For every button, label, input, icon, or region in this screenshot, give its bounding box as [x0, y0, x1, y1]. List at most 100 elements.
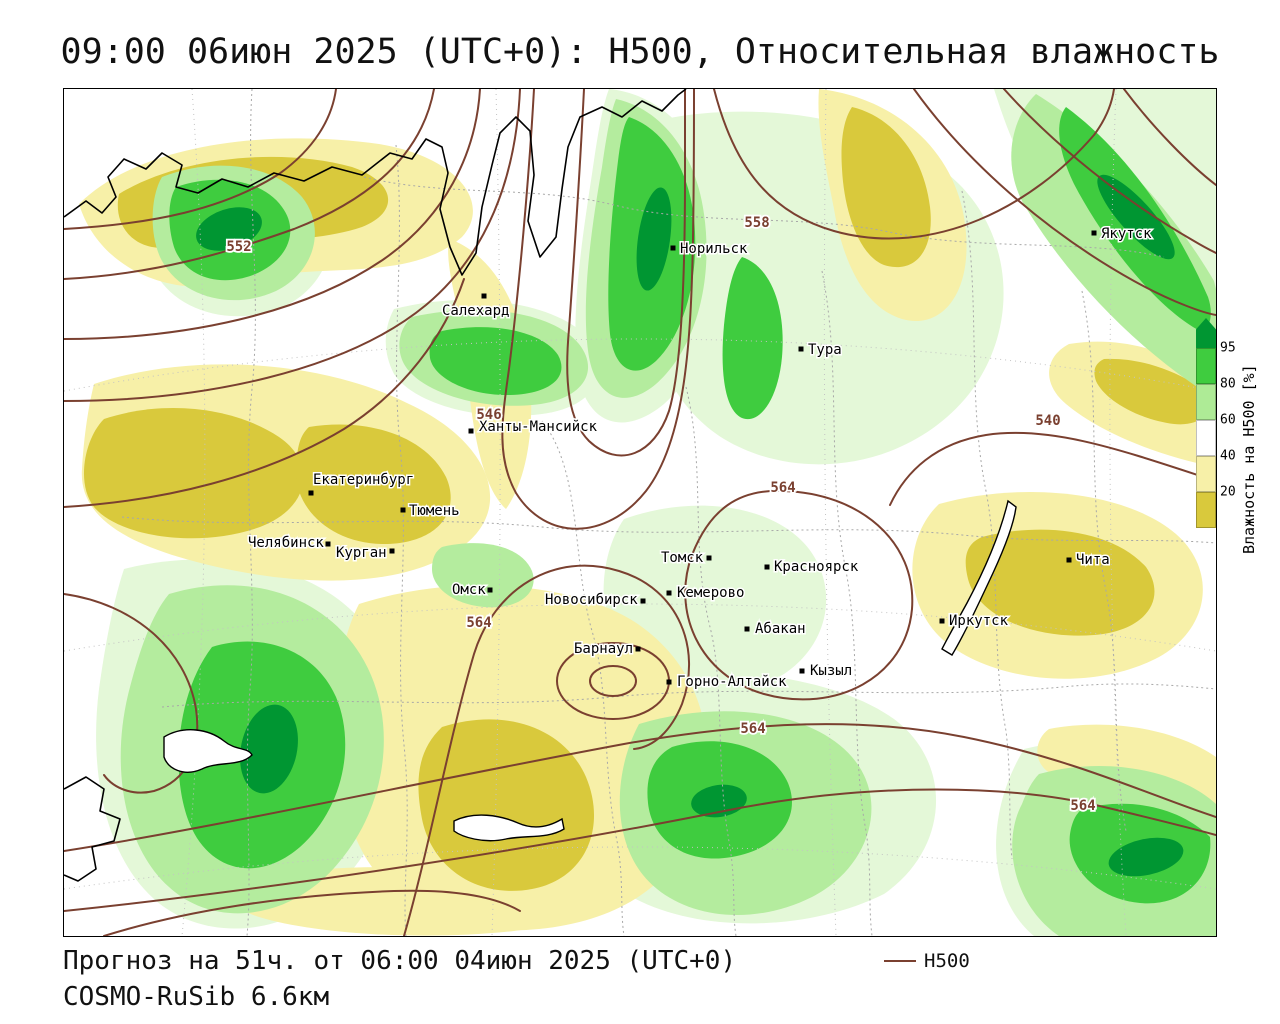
- city-dot: [1066, 557, 1072, 563]
- city-label: Тура: [808, 342, 842, 358]
- coastline-layer: [64, 89, 1017, 882]
- contour-label: 558: [744, 215, 769, 231]
- model-text: COSMO-RuSib 6.6км: [63, 982, 330, 1012]
- city: Курган: [335, 544, 395, 563]
- city-label: Барнаул: [574, 641, 633, 657]
- city-dot: [666, 679, 672, 685]
- city: Новосибирск: [544, 591, 646, 610]
- cities-layer: Норильск Якутск Салехард Тура Ханты-Мансийск…: [247, 225, 1154, 692]
- city-label: Омск: [452, 582, 486, 598]
- city-dot: [635, 646, 641, 652]
- city: Кызыл: [799, 662, 854, 681]
- city: Омск: [451, 581, 493, 600]
- city: Челябинск: [247, 534, 331, 553]
- city-dot: [481, 293, 487, 299]
- city-dot: [799, 668, 805, 674]
- contour-labels-layer: 552 558 546 540 564 564 564 564: [225, 213, 1098, 816]
- city-label: Курган: [336, 545, 387, 561]
- city: Ханты-Мансийск: [468, 418, 599, 437]
- graticule-layer: [64, 89, 1216, 936]
- colorbar-band: [1196, 384, 1216, 420]
- legend-label: H500: [924, 950, 970, 972]
- city: Чита: [1066, 551, 1111, 570]
- city-label: Абакан: [755, 621, 806, 637]
- city-label: Красноярск: [774, 559, 859, 575]
- city-label: Иркутск: [949, 613, 1009, 629]
- city-dot: [487, 587, 493, 593]
- contour-label: 552: [226, 239, 251, 255]
- city: Иркутск: [939, 612, 1010, 631]
- city-dot: [468, 428, 474, 434]
- city: Кемерово: [666, 584, 746, 603]
- colorbar-bands: [1196, 318, 1216, 528]
- lake-baikal: [941, 499, 1017, 656]
- weather-map-svg: Норильск Якутск Салехард Тура Ханты-Мансийск…: [64, 89, 1216, 936]
- contour-label: 564: [740, 721, 765, 737]
- colorbar-band: [1196, 348, 1216, 384]
- city-dot: [666, 590, 672, 596]
- colorbar: [1196, 318, 1216, 528]
- colorbar-tick: 80: [1220, 376, 1236, 392]
- contour-label: 564: [466, 615, 491, 631]
- city-dot: [798, 346, 804, 352]
- city: Екатеринбург: [308, 471, 416, 496]
- colorbar-band: [1196, 492, 1216, 528]
- city-label: Томск: [661, 550, 704, 566]
- city: Горно-Алтайск: [666, 673, 789, 692]
- colorbar-tick: 20: [1220, 484, 1236, 500]
- colorbar-band: [1196, 420, 1216, 456]
- city: Тюмень: [400, 502, 461, 521]
- colorbar-tick: 95: [1220, 340, 1236, 356]
- city-dot: [389, 548, 395, 554]
- city-dot: [1091, 230, 1097, 236]
- city-label: Екатеринбург: [313, 472, 414, 488]
- city-label: Чита: [1076, 552, 1110, 568]
- contour-label: 564: [1070, 798, 1095, 814]
- city-dot: [325, 541, 331, 547]
- city: Барнаул: [573, 640, 641, 659]
- city-dot: [744, 626, 750, 632]
- city-label: Ханты-Мансийск: [479, 419, 598, 435]
- city-dot: [308, 490, 314, 496]
- city-label: Челябинск: [248, 535, 324, 551]
- colorbar-band: [1196, 318, 1216, 348]
- city-label: Кемерово: [677, 585, 744, 601]
- colorbar-ticks: 95 80 60 40 20: [1220, 318, 1248, 532]
- city-label: Новосибирск: [545, 592, 638, 608]
- humidity-fill-layer: [79, 89, 1216, 936]
- city: Красноярск: [764, 558, 860, 577]
- city: Норильск: [670, 240, 750, 259]
- city: Тура: [798, 341, 843, 360]
- city-dot: [939, 618, 945, 624]
- city: Абакан: [744, 620, 807, 639]
- city: Салехард: [441, 293, 511, 321]
- city-label: Кызыл: [810, 663, 852, 679]
- city-label: Норильск: [680, 241, 748, 257]
- colorbar-title: Влажность на H500 [%]: [1240, 364, 1258, 554]
- city: Томск: [660, 549, 712, 568]
- contour-label: 540: [1035, 413, 1060, 429]
- city-dot: [400, 507, 406, 513]
- city-label: Тюмень: [409, 503, 460, 519]
- page-title: 09:00 06июн 2025 (UTC+0): H500, Относите…: [60, 32, 1220, 72]
- lake-balkhash: [163, 729, 253, 773]
- contour-legend: H500: [884, 950, 970, 972]
- forecast-text: Прогноз на 51ч. от 06:00 04июн 2025 (UTC…: [63, 946, 737, 976]
- lake-zaysan: [453, 814, 565, 842]
- h500-contour-layer: [64, 89, 1216, 936]
- contour-label: 564: [770, 480, 795, 496]
- city-dot: [706, 555, 712, 561]
- city-label: Якутск: [1101, 226, 1152, 242]
- h500-line-sample: [884, 960, 916, 962]
- contour-label: 546: [476, 407, 501, 423]
- colorbar-tick: 40: [1220, 448, 1236, 464]
- city-dot: [640, 598, 646, 604]
- colorbar-band: [1196, 456, 1216, 492]
- city-dot: [764, 564, 770, 570]
- city: Якутск: [1091, 225, 1154, 244]
- weather-map: Норильск Якутск Салехард Тура Ханты-Мансийск…: [63, 88, 1217, 937]
- colorbar-tick: 60: [1220, 412, 1236, 428]
- city-label: Горно-Алтайск: [677, 674, 787, 690]
- city-dot: [670, 245, 676, 251]
- city-label: Салехард: [442, 303, 509, 319]
